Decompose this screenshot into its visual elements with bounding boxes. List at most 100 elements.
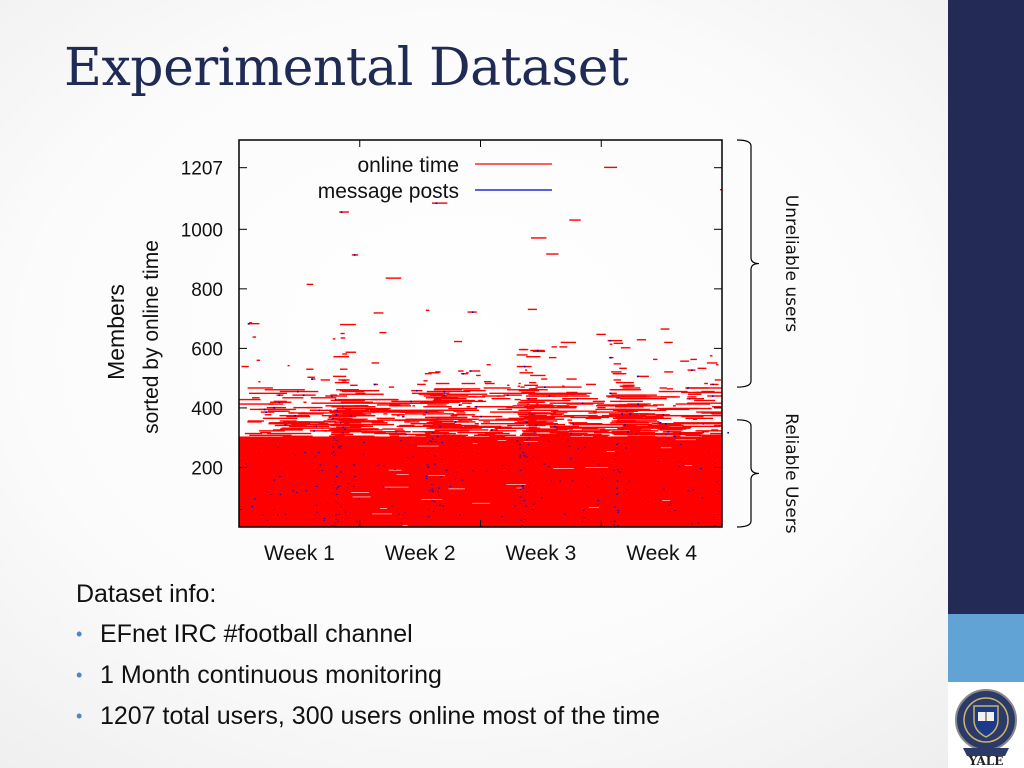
online-time-segment: [636, 375, 649, 378]
online-time-segment: [452, 400, 487, 403]
online-time-segment: [593, 431, 626, 434]
online-time-segment: [389, 435, 400, 437]
online-time-segment: [627, 435, 656, 437]
online-time-segment: [566, 393, 587, 395]
online-time-segment: [461, 372, 468, 375]
online-time-segment: [333, 356, 349, 358]
online-time-segment: [659, 423, 682, 426]
online-time-segment: [249, 322, 253, 324]
message-post-mark: [665, 422, 667, 425]
online-time-segment: [291, 423, 329, 426]
online-time-segment: [560, 341, 577, 344]
online-time-segment: [282, 435, 313, 437]
online-time-segment: [529, 381, 537, 384]
online-time-segment: [586, 383, 596, 386]
online-time-segment: [593, 411, 634, 413]
online-time-segment: [339, 414, 376, 417]
online-time-segment: [532, 350, 546, 353]
online-time-segment: [432, 399, 475, 402]
message-post-mark: [273, 406, 275, 409]
online-time-segment: [569, 422, 603, 425]
online-time-segment: [320, 427, 344, 429]
online-time-segment: [631, 409, 667, 412]
online-time-segment: [520, 386, 525, 388]
message-post-mark: [727, 431, 729, 434]
online-time-segment: [342, 413, 350, 415]
online-time-segment: [518, 389, 540, 392]
online-time-segment: [366, 389, 380, 392]
online-time-segment: [606, 395, 614, 397]
online-time-segment: [636, 436, 642, 438]
online-time-segment: [617, 415, 664, 418]
online-time-segment: [433, 397, 453, 400]
online-time-segment: [507, 389, 548, 391]
online-time-segment: [685, 417, 714, 420]
x-tick-label: Week 4: [626, 542, 697, 565]
online-time-segment: [298, 413, 324, 415]
message-post-mark: [691, 369, 693, 372]
online-time-segment: [350, 428, 377, 430]
online-time-segment: [338, 429, 383, 431]
online-time-segment: [306, 368, 314, 370]
online-time-segment: [507, 424, 525, 427]
online-time-segment: [484, 382, 495, 385]
online-time-segment: [463, 389, 486, 392]
online-time-segment: [457, 431, 503, 434]
online-time-segment: [430, 394, 469, 396]
online-time-segment: [343, 422, 350, 425]
online-time-segment: [655, 414, 689, 417]
online-time-segment: [310, 378, 316, 380]
online-time-segment: [258, 408, 296, 411]
online-time-segment: [503, 394, 522, 396]
online-time-segment: [267, 410, 286, 412]
online-time-segment: [528, 388, 538, 390]
online-time-segment: [619, 367, 627, 370]
online-time-segment: [346, 423, 388, 426]
online-time-segment: [687, 396, 697, 398]
online-time-segment: [530, 237, 547, 239]
online-time-segment: [333, 412, 363, 414]
online-time-segment: [569, 219, 581, 221]
online-time-segment: [329, 435, 375, 437]
online-time-segment: [613, 363, 622, 365]
message-post-mark: [471, 311, 474, 313]
online-time-segment: [550, 433, 571, 436]
online-time-segment: [405, 413, 430, 415]
online-time-segment: [458, 404, 463, 406]
online-time-segment: [688, 422, 722, 425]
message-post-mark: [712, 383, 715, 386]
online-time-segment: [562, 385, 565, 387]
online-time-segment: [549, 425, 575, 428]
online-time-segment: [620, 347, 631, 349]
online-time-segment: [427, 422, 443, 424]
online-time-segment: [258, 381, 261, 383]
online-time-segment: [471, 415, 503, 418]
online-time-segment: [583, 431, 587, 433]
online-time-segment: [543, 434, 578, 437]
online-time-segment: [325, 405, 369, 407]
online-time-segment: [371, 422, 388, 424]
online-time-segment: [474, 406, 514, 408]
online-time-segment: [550, 426, 579, 428]
message-post-mark: [525, 414, 528, 416]
online-time-segment: [474, 422, 479, 425]
online-time-segment: [654, 433, 701, 436]
online-time-segment: [610, 422, 650, 424]
online-time-segment: [592, 400, 606, 403]
online-time-segment: [608, 423, 653, 426]
online-time-segment: [555, 427, 599, 429]
message-post-mark: [248, 322, 250, 325]
online-time-segment: [517, 403, 530, 405]
online-time-segment: [656, 424, 684, 427]
online-time-segment: [662, 431, 682, 433]
online-time-segment: [394, 430, 405, 432]
online-time-segment: [535, 386, 582, 388]
online-time-segment: [526, 407, 535, 410]
online-time-segment: [656, 426, 684, 428]
online-time-segment: [615, 416, 644, 419]
online-time-segment: [681, 391, 722, 394]
message-post-mark: [318, 409, 321, 412]
online-time-segment: [622, 381, 634, 384]
online-time-segment: [434, 430, 470, 432]
online-time-segment: [666, 388, 674, 390]
